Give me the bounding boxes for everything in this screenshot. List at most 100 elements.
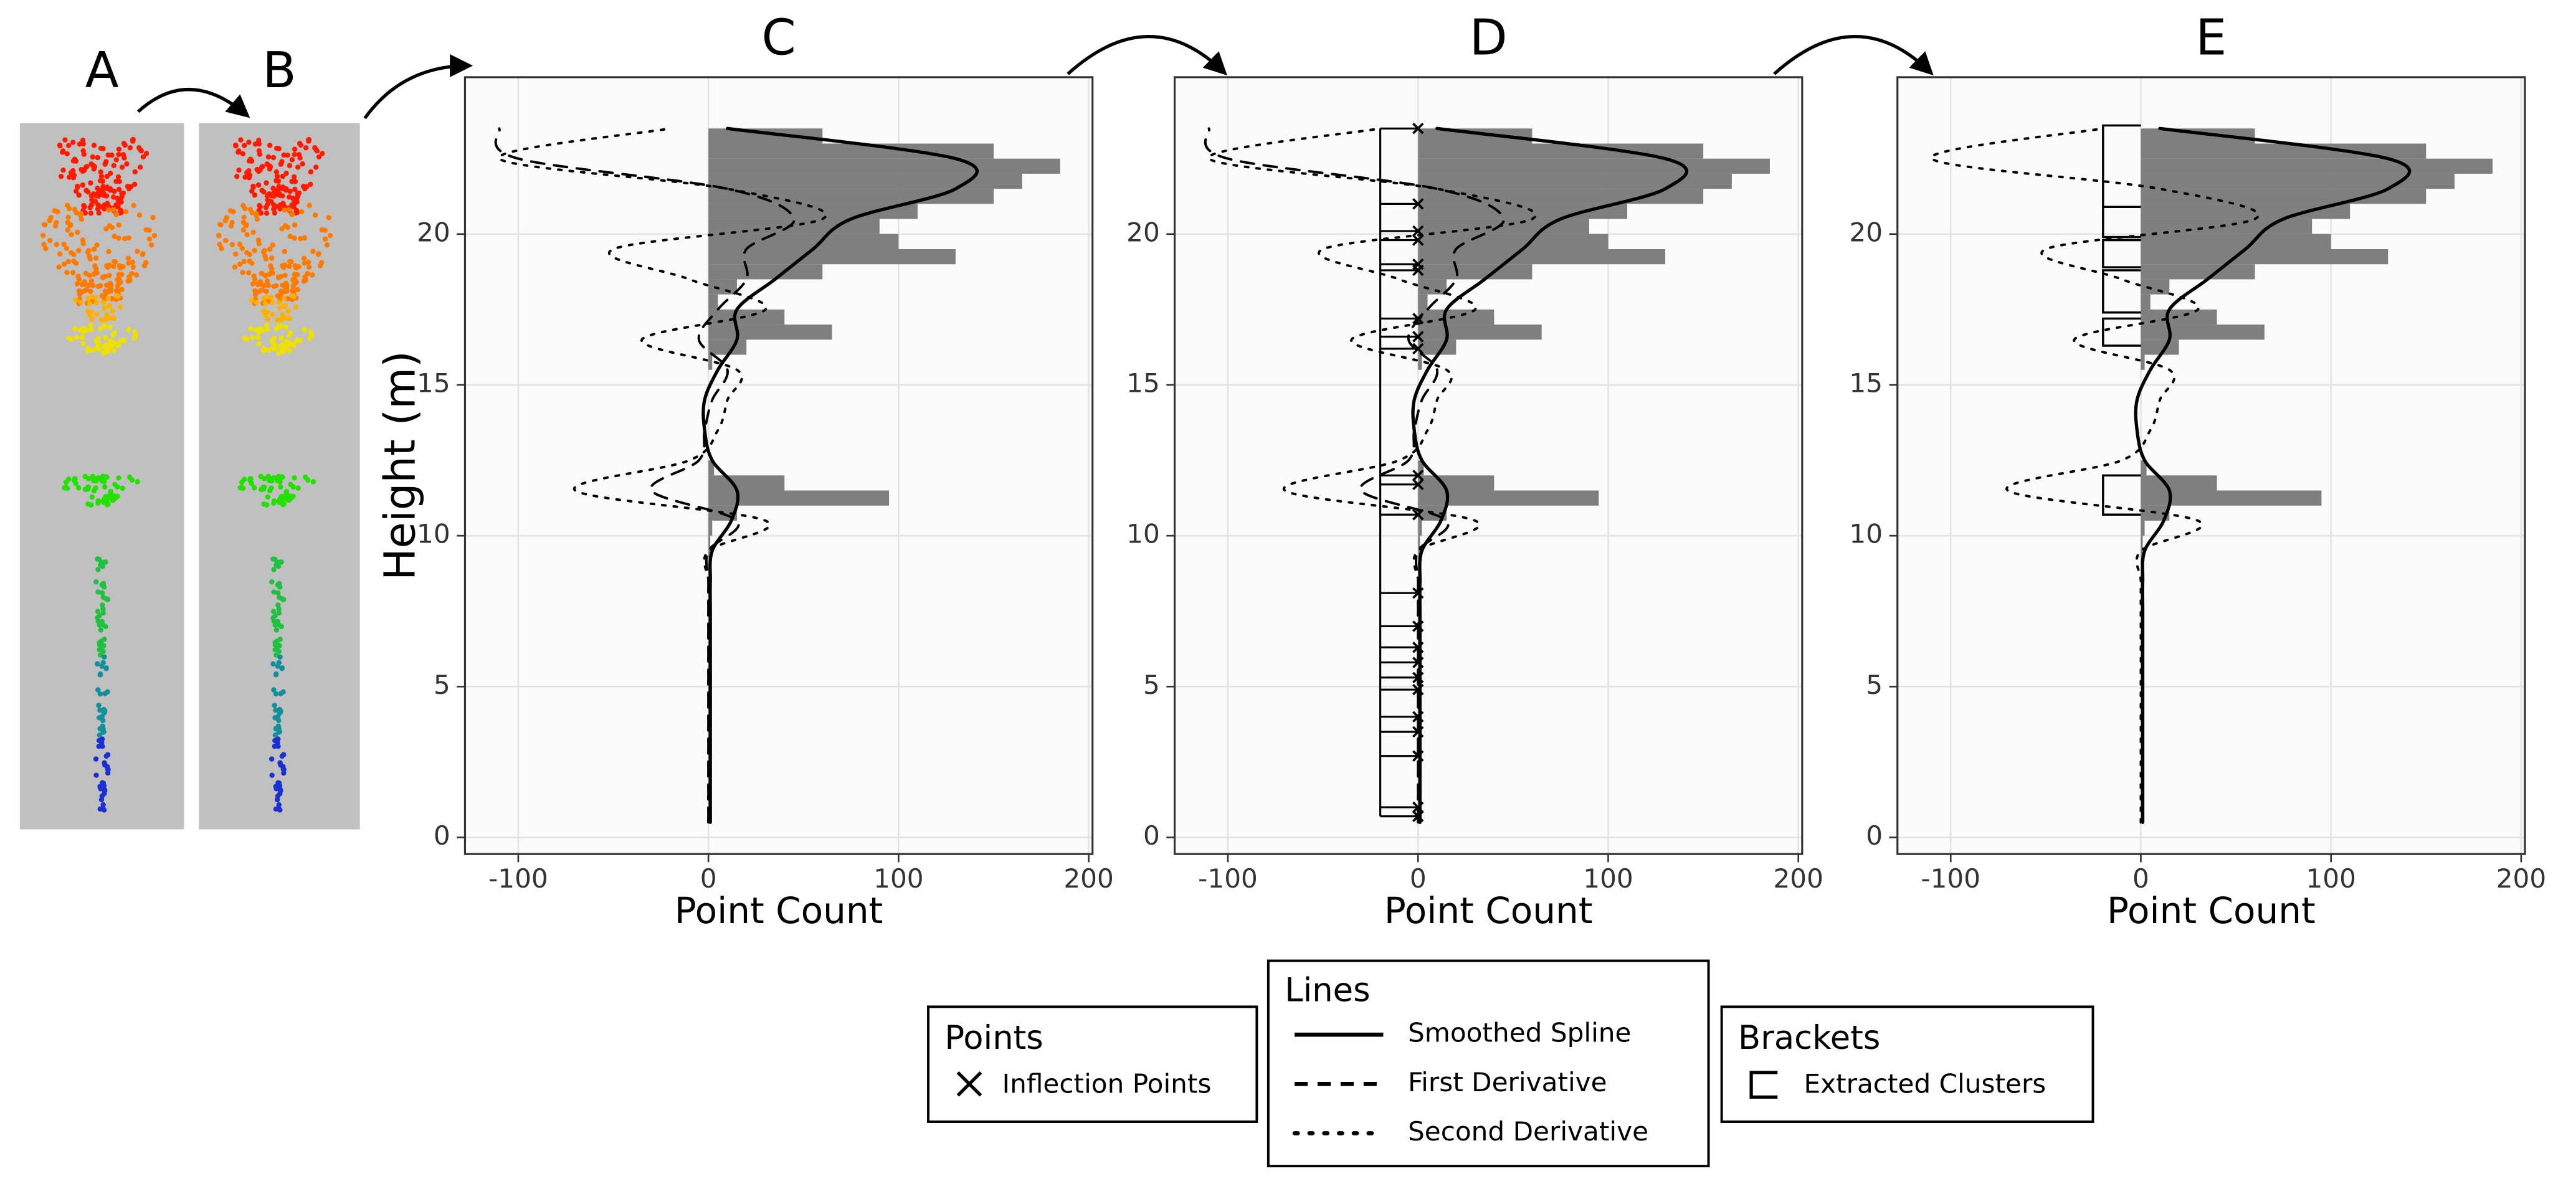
cloud-point [41,242,47,247]
cloud-point [269,311,275,317]
cloud-point [307,202,312,209]
cloud-point [273,708,278,713]
cloud-point [242,476,247,482]
cloud-point [105,766,110,772]
cloud-point [100,802,106,808]
cloud-point [143,151,150,156]
cloud-point [112,481,118,488]
cloud-point [265,473,272,480]
cloud-point [281,152,287,158]
cloud-point [88,288,93,295]
cloud-point [287,163,293,169]
curve-dashed [494,127,796,824]
cloud-point [82,288,88,293]
x-tick-label: -100 [1198,863,1258,894]
cloud-point [101,343,107,349]
cloud-point [88,180,93,186]
cloud-point [85,249,91,255]
cloud-point [265,494,271,500]
histogram-bar [1418,490,1599,506]
inflection-point [1412,313,1424,325]
cloud-point [75,273,81,279]
cloud-point [108,338,113,344]
cloud-point [104,193,110,199]
cloud-point [302,327,307,333]
cloud-point [95,567,101,572]
cloud-point [247,476,254,481]
cloud-point [269,295,274,300]
histogram-bar [708,249,956,265]
cloud-point [275,590,281,596]
x-axis-label: Point Count [675,889,883,932]
cloud-point [97,283,103,288]
cloud-point [43,245,49,252]
cloud-point [72,476,78,481]
legend-symbol [956,1071,982,1097]
cloud-point [127,145,133,151]
cloud-point [260,308,267,314]
cloud-point [102,202,107,208]
cloud-point [242,174,248,180]
legend-box [1720,1005,2094,1123]
cloud-point [97,732,103,738]
cloud-point [100,606,106,612]
cloud-point [272,346,278,352]
cloud-point [115,343,121,349]
cloud-point [68,169,74,176]
cloud-point [76,288,82,294]
cloud-point [282,207,288,213]
cloud-point [116,151,121,158]
cloud-point [288,481,293,488]
cloud-point [239,485,244,490]
cloud-point [271,589,277,595]
cloud-point [320,151,325,156]
cloud-point [96,703,102,708]
cloud-point [122,142,128,148]
cloud-point [97,708,103,713]
x-tick-label: 100 [1583,863,1633,894]
cloud-point [95,687,101,693]
cloud-point [47,217,52,224]
y-tick-label: 5 [1143,670,1160,700]
histogram-bar [708,264,823,280]
cloud-point [305,259,311,265]
cloud-point [102,654,107,660]
cloud-point [116,222,122,228]
cloud-point [116,235,121,241]
cloud-point [274,638,280,644]
legend-box [927,1005,1258,1123]
cloud-point [111,316,116,321]
cloud-point [111,348,117,354]
histogram-bar [708,204,918,219]
cloud-point [269,300,275,306]
cloud-point [271,202,277,208]
cloud-point [282,303,288,308]
legend-entry: Inflection Points [1002,1068,1212,1099]
cloud-point [99,602,105,608]
cloud-point [118,207,123,213]
cloud-point [293,207,300,213]
cloud-point [104,349,110,355]
cloud-point [249,297,255,303]
cloud-point [272,210,278,216]
histogram-bar [1418,204,1628,219]
cloud-point [254,211,260,217]
cloud-point [93,300,99,306]
cloud-point [66,335,72,341]
cloud-point [240,227,246,233]
cloud-point [89,494,95,500]
cloud-point [292,475,297,481]
x-tick-label: 0 [700,863,717,894]
cloud-point [312,212,318,218]
cloud-point [146,227,152,233]
cloud-point [87,300,92,306]
cloud-point [65,214,71,220]
legend-symbol [1749,1071,1778,1099]
cloud-point [292,186,298,192]
cloud-point [271,687,277,693]
cloud-point [258,210,264,216]
inflection-point [1412,123,1424,135]
cloud-point [40,232,46,239]
cloud-point [56,264,62,270]
cloud-point [52,223,59,229]
